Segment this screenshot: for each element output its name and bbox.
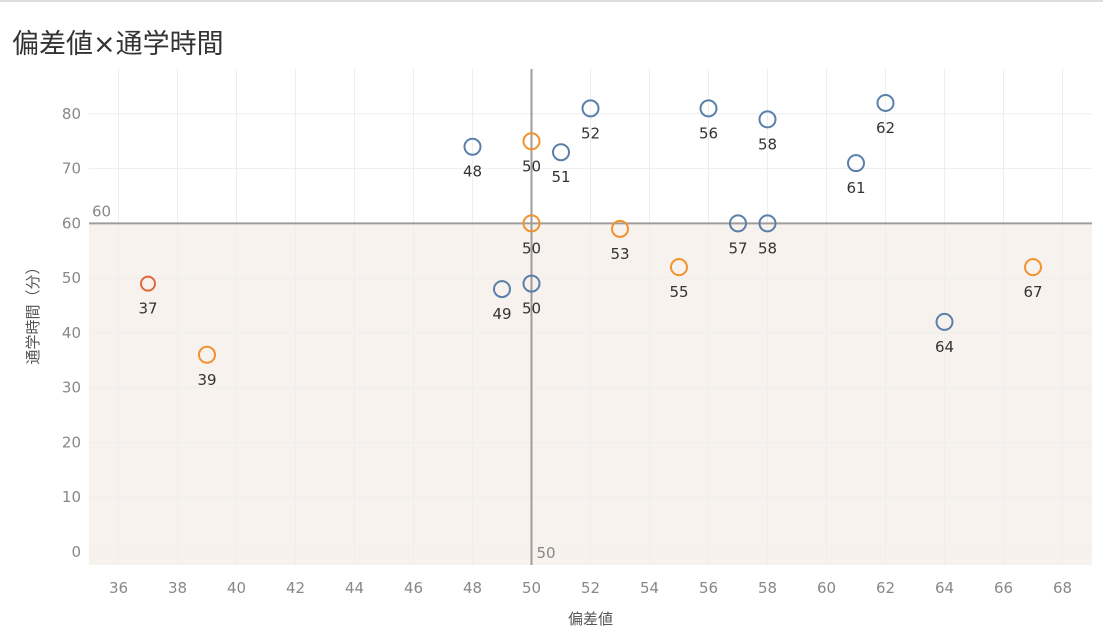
y-tick-label: 20 xyxy=(62,433,81,451)
x-tick-label: 66 xyxy=(994,579,1013,597)
data-label: 67 xyxy=(1023,283,1042,301)
data-point xyxy=(552,143,570,162)
data-point xyxy=(140,275,156,292)
data-label: 58 xyxy=(758,239,777,257)
data-label: 55 xyxy=(669,283,688,301)
data-label: 49 xyxy=(492,305,511,323)
data-point xyxy=(729,214,747,233)
data-point xyxy=(522,132,541,151)
x-axis-title: 偏差値 xyxy=(568,610,613,628)
x-tick-label: 54 xyxy=(640,579,659,597)
y-tick-label: 30 xyxy=(62,379,81,397)
x-tick-label: 40 xyxy=(227,579,246,597)
data-label: 50 xyxy=(522,300,541,318)
x-tick-label: 64 xyxy=(935,579,954,597)
x-tick-label: 60 xyxy=(817,579,836,597)
data-label: 50 xyxy=(522,239,541,257)
data-label: 52 xyxy=(581,124,600,142)
data-point xyxy=(522,214,541,233)
data-label: 37 xyxy=(138,300,157,318)
y-axis-title: 通学時間（分） xyxy=(24,259,42,364)
x-tick-label: 36 xyxy=(109,579,128,597)
data-label: 61 xyxy=(846,179,865,197)
x-tick-label: 68 xyxy=(1053,579,1072,597)
data-point xyxy=(935,312,954,331)
x-tick-label: 52 xyxy=(581,579,600,597)
data-label: 58 xyxy=(758,135,777,153)
y-tick-label: 60 xyxy=(62,214,81,232)
data-label: 57 xyxy=(728,239,747,257)
x-tick-label: 48 xyxy=(463,579,482,597)
reference-line-y-label: 60 xyxy=(92,202,111,220)
data-point xyxy=(876,93,895,112)
data-label: 50 xyxy=(522,157,541,175)
chart-title: 偏差値×通学時間 xyxy=(12,29,224,60)
x-tick-label: 58 xyxy=(758,579,777,597)
y-tick-label: 70 xyxy=(62,160,81,178)
data-point xyxy=(463,137,482,156)
y-tick-label: 50 xyxy=(62,269,81,287)
data-label: 51 xyxy=(551,168,570,186)
x-tick-label: 46 xyxy=(404,579,423,597)
x-tick-label: 56 xyxy=(699,579,718,597)
data-point xyxy=(198,345,216,364)
data-label: 56 xyxy=(699,124,718,142)
data-point xyxy=(522,274,541,293)
data-point xyxy=(581,99,600,118)
data-point xyxy=(758,214,777,233)
data-point xyxy=(493,280,511,299)
x-tick-label: 50 xyxy=(522,579,541,597)
x-tick-label: 42 xyxy=(286,579,305,597)
data-point xyxy=(699,99,718,118)
reference-line-x-label: 50 xyxy=(537,544,556,562)
y-tick-label: 10 xyxy=(62,488,81,506)
y-tick-label: 80 xyxy=(62,105,81,123)
data-label: 39 xyxy=(197,371,216,389)
y-tick-label: 0 xyxy=(71,543,81,561)
data-label: 64 xyxy=(935,338,954,356)
data-label: 53 xyxy=(610,245,629,263)
data-point xyxy=(670,258,688,277)
x-tick-label: 38 xyxy=(168,579,187,597)
y-tick-label: 40 xyxy=(62,324,81,342)
x-tick-label: 62 xyxy=(876,579,895,597)
data-point xyxy=(847,154,865,173)
data-point xyxy=(1024,258,1042,277)
x-tick-label: 44 xyxy=(345,579,364,597)
data-point xyxy=(758,110,777,129)
data-point xyxy=(611,219,629,238)
data-label: 48 xyxy=(463,163,482,181)
data-label: 62 xyxy=(876,119,895,137)
